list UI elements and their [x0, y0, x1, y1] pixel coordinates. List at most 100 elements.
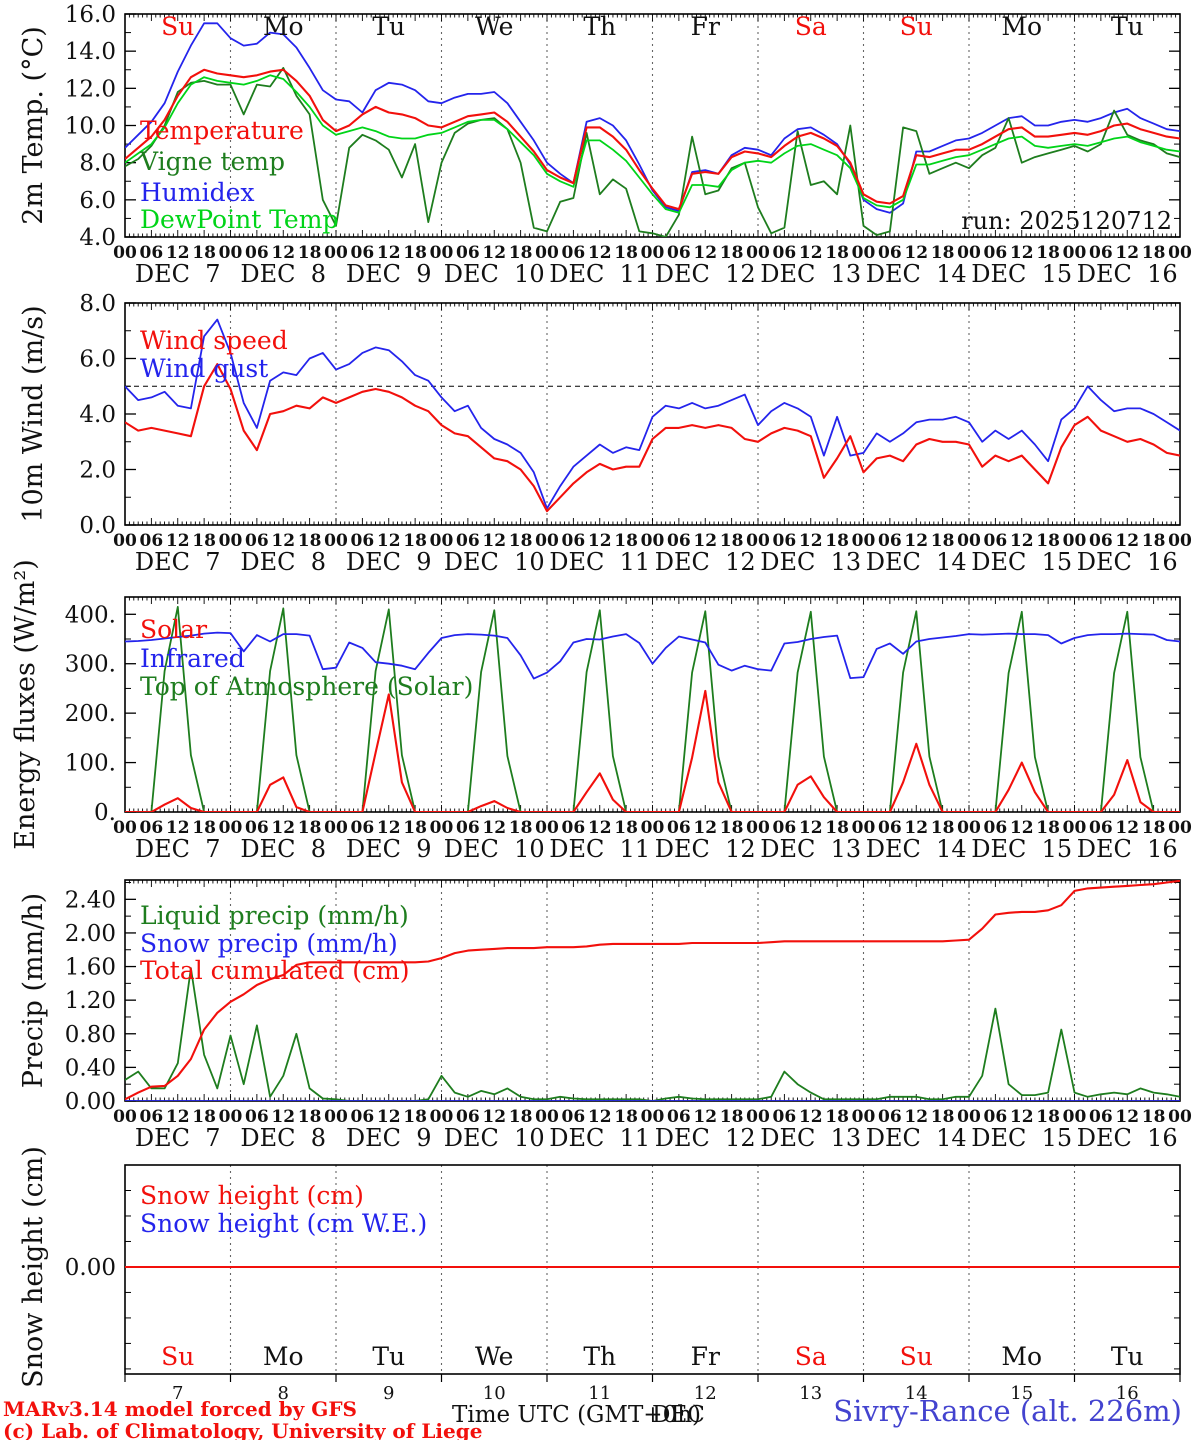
- x-hour-label: 00: [113, 818, 137, 838]
- x-hour-label: 00: [1063, 1107, 1087, 1127]
- x-hour-label: 18: [1142, 531, 1166, 551]
- series-humidex: [125, 22, 1180, 214]
- x-date-label: DEC 11: [549, 260, 650, 288]
- series-infrared: [125, 631, 1180, 680]
- series-wind-speed: [125, 363, 1180, 513]
- y-tick-label: 1.60: [65, 955, 116, 981]
- x-date-label: DEC 8: [240, 548, 326, 576]
- date-number-label: 10: [483, 1383, 506, 1404]
- date-number-label: 8: [278, 1383, 289, 1404]
- x-date-label: DEC 8: [240, 835, 326, 863]
- day-name-label: Mo: [1001, 12, 1042, 41]
- x-hour-label: 12: [271, 818, 295, 838]
- x-hour-label: 18: [1036, 243, 1060, 263]
- x-hour-label: 12: [1010, 818, 1034, 838]
- x-hour-label: 18: [403, 531, 427, 551]
- x-hour-label: 18: [509, 1107, 533, 1127]
- x-hour-label: 06: [562, 531, 586, 551]
- x-hour-label: 06: [140, 243, 164, 263]
- hour-ticks-top: [124, 14, 1181, 21]
- series-total-cumulated-cm-: [125, 880, 1180, 1101]
- x-hour-label: 12: [1010, 531, 1034, 551]
- x-hour-label: 12: [166, 243, 190, 263]
- x-hour-label: 18: [509, 531, 533, 551]
- x-date-label: DEC 10: [444, 835, 545, 863]
- x-date-label: DEC 14: [866, 548, 967, 576]
- x-hour-label: 18: [192, 818, 216, 838]
- day-name-label: Fr: [691, 1342, 720, 1371]
- y-tick-label: 0.80: [65, 1022, 116, 1048]
- x-hour-label: 00: [641, 243, 665, 263]
- month-label: DEC: [652, 1402, 705, 1428]
- x-date-label: DEC 16: [1077, 548, 1178, 576]
- x-date-label: DEC 7: [135, 548, 221, 576]
- x-hour-label: 06: [1089, 531, 1113, 551]
- y-tick-label: 10.0: [65, 114, 116, 140]
- y-tick-label: 2.0: [79, 458, 116, 484]
- x-hour-label: 06: [984, 1107, 1008, 1127]
- x-hour-label: 18: [298, 531, 322, 551]
- day-name-label: Tu: [372, 1342, 405, 1371]
- day-name-label: Sa: [795, 12, 827, 41]
- x-hour-label: 12: [166, 531, 190, 551]
- y-tick-label: 14.0: [65, 39, 116, 65]
- x-hour-label: 12: [588, 243, 612, 263]
- day-ticks-bottom: [124, 1374, 1181, 1382]
- x-hour-label: 06: [773, 818, 797, 838]
- legend-temperature: Temperature: [140, 116, 304, 145]
- x-hour-label: 00: [324, 818, 348, 838]
- y-tick-label: 8.0: [79, 151, 116, 177]
- x-hour-label: 00: [219, 1107, 243, 1127]
- y-tick-label: 400.: [65, 602, 116, 628]
- day-name-label: Mo: [263, 12, 304, 41]
- y-tick-label: 2.00: [65, 921, 116, 947]
- x-date-label: DEC 8: [240, 260, 326, 288]
- x-hour-label: 06: [140, 818, 164, 838]
- x-hour-label: 06: [456, 818, 480, 838]
- x-hour-label: 00: [957, 243, 981, 263]
- x-hour-label: 00: [113, 243, 137, 263]
- time-axis-label: Time UTC (GMT+0h): [452, 1402, 701, 1428]
- legend-liquid-precip: Liquid precip (mm/h): [140, 901, 409, 930]
- x-hour-label: 18: [614, 818, 638, 838]
- model-credit-line2: (c) Lab. of Climatology, University of L…: [3, 1419, 483, 1440]
- date-number-label: 7: [172, 1383, 183, 1404]
- y-tick-label: 12.0: [65, 76, 116, 102]
- x-date-label: DEC 15: [971, 260, 1072, 288]
- x-date-label: DEC 7: [135, 260, 221, 288]
- y-tick-label: 200.: [65, 701, 116, 727]
- x-hour-label: 18: [614, 531, 638, 551]
- x-hour-label: 18: [509, 243, 533, 263]
- series-top-of-atmosphere-solar-: [125, 606, 1180, 812]
- x-hour-label: 06: [878, 531, 902, 551]
- x-hour-label: 12: [271, 531, 295, 551]
- x-hour-label: 12: [1115, 818, 1139, 838]
- legend-snow-height-we: Snow height (cm W.E.): [140, 1209, 428, 1238]
- day-name-label: Fr: [691, 12, 720, 41]
- x-hour-label: 12: [377, 1107, 401, 1127]
- x-hour-label: 00: [535, 1107, 559, 1127]
- x-date-label: DEC 9: [346, 835, 432, 863]
- x-date-label: DEC 10: [444, 260, 545, 288]
- hour-ticks-top: [124, 880, 1181, 887]
- x-hour-label: 06: [351, 531, 375, 551]
- x-date-label: DEC 11: [549, 548, 650, 576]
- x-hour-label: 06: [562, 818, 586, 838]
- run-label: run: 2025120712: [961, 207, 1172, 235]
- hour-ticks-bottom: [124, 518, 1181, 525]
- x-hour-label: 00: [535, 243, 559, 263]
- x-hour-label: 12: [377, 818, 401, 838]
- x-hour-label: 12: [482, 531, 506, 551]
- x-hour-label: 12: [693, 1107, 717, 1127]
- x-hour-label: 18: [509, 818, 533, 838]
- x-date-label: DEC 13: [760, 548, 861, 576]
- x-hour-label: 00: [957, 818, 981, 838]
- x-hour-label: 12: [904, 531, 928, 551]
- x-hour-label: 06: [456, 1107, 480, 1127]
- x-date-label: DEC 12: [655, 835, 756, 863]
- y-tick-label: 0.00: [65, 1089, 116, 1115]
- x-hour-label: 18: [298, 1107, 322, 1127]
- y-tick-label: 6.0: [79, 188, 116, 214]
